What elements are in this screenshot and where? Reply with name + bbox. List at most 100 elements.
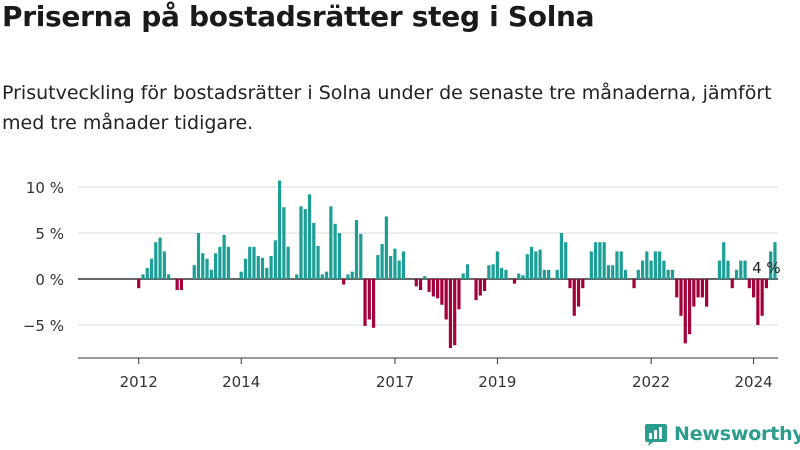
newsworthy-wordmark: Newsworthy bbox=[674, 423, 800, 445]
bar bbox=[286, 246, 290, 279]
bar bbox=[196, 233, 201, 279]
bar bbox=[482, 279, 487, 291]
bar bbox=[632, 279, 636, 289]
y-tick-label: 5 % bbox=[35, 225, 64, 243]
bar bbox=[525, 254, 529, 279]
bar bbox=[611, 265, 615, 279]
bar bbox=[623, 269, 628, 279]
bar bbox=[397, 260, 401, 279]
newsworthy-brand[interactable]: Newsworthy bbox=[644, 420, 800, 448]
bar bbox=[453, 279, 457, 346]
bar bbox=[675, 279, 679, 298]
bar bbox=[594, 242, 598, 279]
bar bbox=[354, 220, 359, 279]
bar bbox=[303, 209, 307, 279]
bar bbox=[559, 233, 564, 279]
bar bbox=[576, 279, 581, 307]
bar bbox=[606, 265, 611, 279]
bar bbox=[401, 251, 406, 279]
bar bbox=[145, 267, 149, 279]
bar bbox=[265, 267, 269, 279]
y-tick-label: 10 % bbox=[26, 179, 64, 197]
bar bbox=[393, 248, 397, 279]
bar bbox=[226, 246, 230, 279]
bar bbox=[696, 279, 700, 298]
bar bbox=[307, 194, 312, 279]
bar bbox=[444, 279, 448, 320]
bar bbox=[743, 260, 747, 279]
bar bbox=[380, 244, 384, 279]
bar bbox=[649, 260, 653, 279]
newsworthy-logo-icon bbox=[645, 424, 667, 446]
bar bbox=[418, 279, 423, 291]
bar bbox=[299, 206, 303, 279]
bar bbox=[448, 279, 453, 348]
bar bbox=[239, 271, 243, 279]
bar bbox=[529, 246, 534, 279]
bar bbox=[581, 279, 585, 289]
bar bbox=[137, 279, 141, 289]
bar bbox=[572, 279, 576, 316]
bar bbox=[756, 279, 760, 325]
bar bbox=[273, 240, 277, 279]
bar bbox=[248, 246, 252, 279]
x-tick-label: 2024 bbox=[735, 373, 773, 391]
bar bbox=[376, 255, 380, 279]
bar bbox=[760, 279, 764, 316]
bar bbox=[269, 256, 273, 279]
bar bbox=[542, 269, 546, 279]
bar bbox=[252, 246, 256, 279]
chart-subtitle: Prisutveckling för bostadsrätter i Solna… bbox=[2, 82, 772, 134]
bar bbox=[517, 273, 521, 279]
bar bbox=[205, 258, 209, 279]
bar bbox=[619, 251, 623, 279]
bar bbox=[512, 279, 517, 284]
bar bbox=[371, 279, 376, 328]
bar bbox=[333, 223, 337, 279]
x-tick-label: 2019 bbox=[478, 373, 516, 391]
bar bbox=[316, 245, 320, 279]
bar bbox=[158, 237, 162, 279]
bar bbox=[256, 256, 260, 279]
bar bbox=[491, 264, 495, 279]
bar bbox=[658, 251, 662, 279]
bar bbox=[201, 253, 205, 279]
bar bbox=[474, 279, 478, 301]
bar bbox=[465, 264, 470, 279]
bar bbox=[367, 279, 371, 320]
bar bbox=[461, 273, 465, 279]
bar bbox=[683, 279, 687, 344]
x-tick-label: 2012 bbox=[120, 373, 158, 391]
bar bbox=[602, 242, 606, 279]
bar bbox=[598, 242, 602, 279]
bar bbox=[726, 260, 730, 279]
bar bbox=[568, 279, 572, 289]
bar bbox=[504, 269, 508, 279]
bar bbox=[320, 274, 324, 279]
bar bbox=[423, 276, 427, 279]
bar bbox=[167, 274, 171, 279]
bar bbox=[260, 257, 265, 279]
bar bbox=[564, 242, 568, 279]
bar bbox=[346, 274, 350, 279]
bar bbox=[589, 251, 593, 279]
bar bbox=[149, 258, 154, 279]
bar bbox=[175, 279, 179, 291]
bar bbox=[359, 233, 363, 279]
y-tick-label: 0 % bbox=[35, 271, 64, 289]
bar bbox=[645, 251, 649, 279]
bar bbox=[213, 253, 218, 279]
bar bbox=[700, 279, 704, 298]
bar bbox=[769, 251, 773, 279]
bar bbox=[764, 279, 769, 289]
bar bbox=[717, 260, 722, 279]
bar bbox=[670, 269, 675, 279]
bar bbox=[192, 265, 196, 279]
bar bbox=[722, 242, 726, 279]
bar bbox=[500, 267, 504, 279]
bar bbox=[282, 207, 286, 279]
bar bbox=[222, 234, 226, 279]
bar bbox=[389, 256, 393, 279]
bar bbox=[312, 222, 316, 279]
bar bbox=[154, 242, 158, 279]
